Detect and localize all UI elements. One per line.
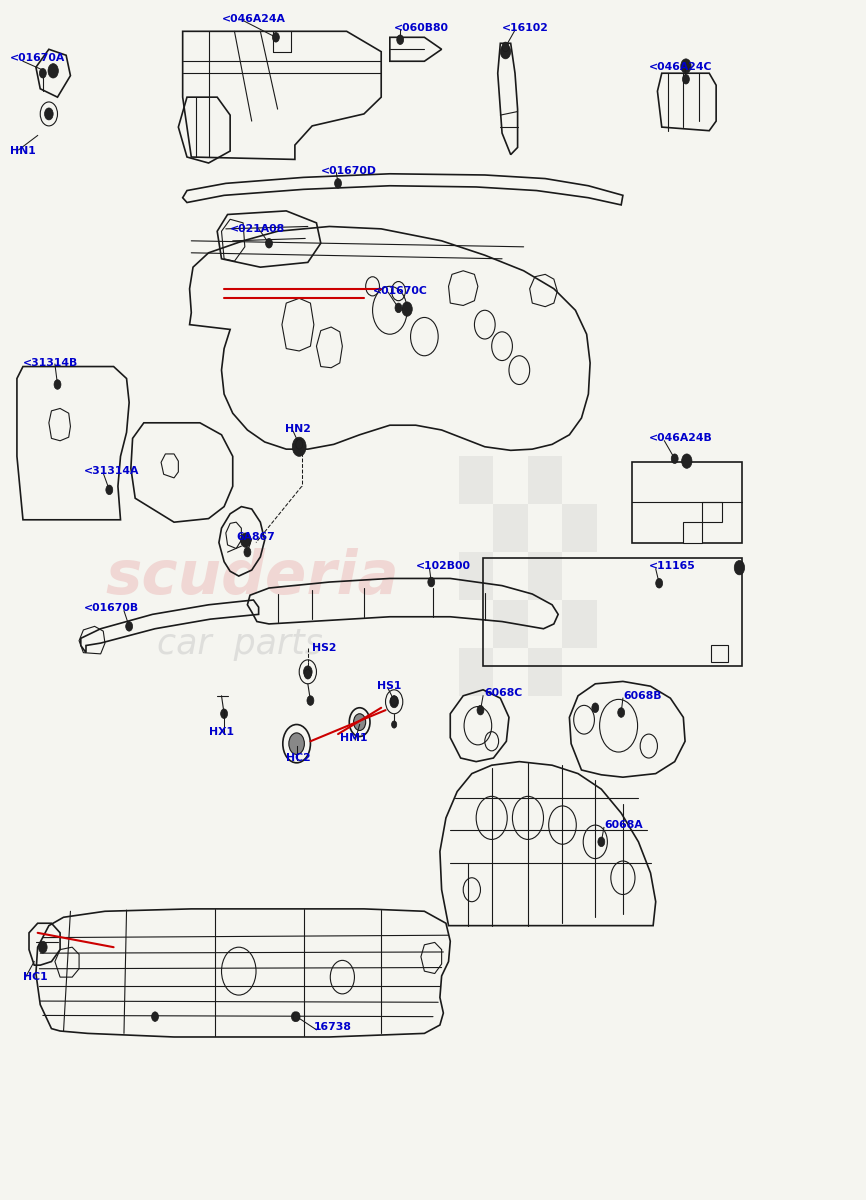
Circle shape — [44, 108, 53, 120]
Text: <01670B: <01670B — [83, 604, 139, 613]
Circle shape — [353, 714, 365, 731]
Text: HC1: HC1 — [23, 972, 48, 982]
Bar — [528, 552, 563, 600]
Circle shape — [391, 721, 397, 728]
Circle shape — [266, 239, 273, 248]
Text: <16102: <16102 — [502, 23, 549, 32]
Bar — [563, 504, 597, 552]
Text: <046A24A: <046A24A — [222, 14, 286, 24]
Bar — [528, 456, 563, 504]
Circle shape — [39, 68, 46, 78]
Text: <046A24B: <046A24B — [649, 433, 713, 443]
Circle shape — [681, 59, 691, 73]
Text: 6068A: 6068A — [604, 820, 643, 830]
Circle shape — [307, 696, 313, 706]
Circle shape — [48, 64, 58, 78]
Bar — [563, 600, 597, 648]
Circle shape — [390, 696, 398, 708]
Circle shape — [734, 560, 745, 575]
Circle shape — [54, 379, 61, 389]
Circle shape — [682, 74, 689, 84]
Text: car  parts: car parts — [157, 626, 323, 661]
Polygon shape — [683, 522, 702, 542]
Text: HS2: HS2 — [312, 643, 337, 653]
Circle shape — [682, 454, 692, 468]
Circle shape — [126, 622, 132, 631]
Text: <01670A: <01670A — [10, 53, 65, 62]
Circle shape — [502, 42, 509, 52]
Text: <060B80: <060B80 — [394, 23, 449, 32]
Circle shape — [598, 838, 604, 847]
Circle shape — [395, 304, 402, 313]
Text: <11165: <11165 — [649, 562, 695, 571]
Polygon shape — [702, 502, 722, 522]
Circle shape — [304, 670, 311, 679]
Text: 6068C: 6068C — [485, 689, 523, 698]
Bar — [459, 648, 494, 696]
Circle shape — [292, 1012, 299, 1021]
Bar — [494, 504, 528, 552]
Circle shape — [293, 437, 306, 456]
Circle shape — [617, 708, 624, 718]
Text: <31314A: <31314A — [83, 466, 139, 475]
Circle shape — [591, 703, 598, 713]
Text: scuderia: scuderia — [105, 548, 398, 607]
Text: HN2: HN2 — [285, 424, 310, 433]
Circle shape — [106, 485, 113, 494]
Text: 16738: 16738 — [313, 1022, 352, 1032]
Circle shape — [391, 696, 397, 706]
Circle shape — [244, 547, 251, 557]
Circle shape — [656, 578, 662, 588]
Circle shape — [241, 533, 251, 547]
Circle shape — [477, 706, 484, 715]
Text: 6068B: 6068B — [623, 691, 662, 701]
Text: HM1: HM1 — [339, 733, 367, 743]
Circle shape — [221, 709, 228, 719]
Text: HS1: HS1 — [377, 682, 401, 691]
Circle shape — [294, 1012, 300, 1021]
Bar — [494, 600, 528, 648]
Text: <046A24C: <046A24C — [649, 62, 713, 72]
Circle shape — [402, 302, 412, 317]
Circle shape — [289, 733, 304, 755]
Circle shape — [428, 577, 435, 587]
Circle shape — [38, 941, 47, 953]
Text: 6A867: 6A867 — [236, 532, 275, 541]
Text: HC2: HC2 — [287, 754, 311, 763]
Circle shape — [397, 35, 404, 44]
Circle shape — [671, 454, 678, 463]
Circle shape — [152, 1012, 158, 1021]
Bar — [459, 552, 494, 600]
Text: <102B00: <102B00 — [416, 562, 471, 571]
Circle shape — [296, 439, 302, 449]
Bar — [459, 456, 494, 504]
Text: <021A08: <021A08 — [230, 224, 285, 234]
Text: <31314B: <31314B — [23, 358, 78, 368]
Text: <01670C: <01670C — [372, 286, 428, 296]
Circle shape — [501, 44, 511, 59]
Text: HN1: HN1 — [10, 146, 36, 156]
Circle shape — [303, 666, 312, 678]
Bar — [528, 648, 563, 696]
Text: <01670D: <01670D — [320, 167, 377, 176]
Text: HX1: HX1 — [209, 727, 234, 737]
Circle shape — [334, 179, 341, 188]
Circle shape — [273, 32, 280, 42]
